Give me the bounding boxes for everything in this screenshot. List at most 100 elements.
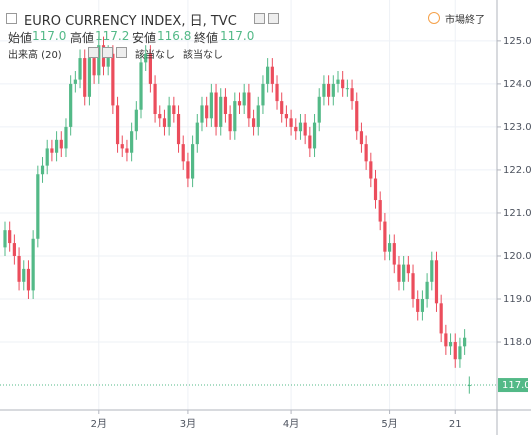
candle-body <box>87 58 92 97</box>
candle-body <box>45 148 49 166</box>
candle-body <box>303 122 307 136</box>
candle-body <box>308 135 312 149</box>
candle-body <box>251 118 256 127</box>
candle-body <box>162 118 167 127</box>
candle-body <box>336 79 340 84</box>
candle-body <box>392 243 396 265</box>
candle-body <box>73 79 77 84</box>
candle-body <box>22 268 26 282</box>
candle-body <box>181 144 185 162</box>
settings-icon[interactable] <box>254 13 265 24</box>
candle-body <box>50 148 54 153</box>
y-tick-label: 125.0 <box>503 36 531 47</box>
candle-body <box>97 45 101 76</box>
candle-body <box>130 131 134 153</box>
candle-body <box>54 139 59 153</box>
candle-body <box>223 96 228 115</box>
candle-body <box>350 88 354 102</box>
candle-body <box>158 114 162 119</box>
candle-body <box>294 126 298 132</box>
candle-body <box>186 161 190 179</box>
candle-body <box>247 92 251 119</box>
candle-body <box>420 299 425 312</box>
candle-body <box>439 303 443 334</box>
candle-body <box>219 96 223 127</box>
candle-body <box>242 92 246 106</box>
candle-body <box>458 346 462 360</box>
candle-body <box>139 62 143 110</box>
candle-body <box>83 58 87 97</box>
candle-body <box>125 148 129 153</box>
candle-body <box>120 144 124 149</box>
candle-body <box>172 105 176 115</box>
candle-body <box>397 264 401 282</box>
candle-body <box>369 161 373 179</box>
ohlc-value: 117.0 <box>32 29 67 43</box>
y-tick-label: 122.0 <box>503 165 531 176</box>
candle-body <box>406 264 410 274</box>
candle-body <box>167 105 171 127</box>
candle-body <box>327 83 331 97</box>
ohlc-label: 始値 <box>8 31 33 45</box>
candle-body <box>17 255 21 282</box>
candle-body <box>275 83 279 102</box>
candle-body <box>205 105 209 119</box>
candle-body <box>425 281 429 300</box>
status-icon <box>428 12 440 24</box>
candle-body <box>64 126 68 149</box>
x-tick-label: 5月 <box>381 418 397 430</box>
candle-body <box>3 230 7 248</box>
candle-body <box>256 105 260 127</box>
y-tick-label: 118.0 <box>503 337 531 348</box>
x-tick-label: 3月 <box>180 418 196 430</box>
candle-body <box>233 101 237 132</box>
candle-body <box>144 53 148 63</box>
candle-body <box>280 101 284 115</box>
candle-body <box>355 101 359 132</box>
candle-body <box>200 105 204 123</box>
candle-body <box>402 264 406 282</box>
candle-body <box>453 342 457 360</box>
candle-body <box>228 114 232 132</box>
candle-body <box>434 260 439 304</box>
volume-icon[interactable] <box>88 47 99 58</box>
candle-body <box>92 58 96 76</box>
candle-body <box>341 79 345 89</box>
market-status: 市場終了 <box>445 15 485 26</box>
ohlc-value: 116.8 <box>157 29 192 43</box>
volume-icon[interactable] <box>102 47 113 58</box>
candle-body <box>284 114 288 119</box>
y-tick-label: 121.0 <box>503 208 531 219</box>
ohlc-label: 終値 <box>194 31 219 45</box>
ohlc-value: 117.2 <box>95 29 130 43</box>
volume-icon[interactable] <box>116 47 127 58</box>
candle-body <box>69 83 73 127</box>
candle-body <box>430 260 434 282</box>
collapse-toggle[interactable] <box>6 13 17 24</box>
candle-body <box>209 92 213 119</box>
close-icon[interactable] <box>268 13 279 24</box>
candle-body <box>416 299 420 312</box>
candle-body <box>387 243 392 252</box>
candle-body <box>134 109 138 132</box>
last-price-label: 117.0 <box>502 380 531 391</box>
candle-body <box>322 83 326 97</box>
candle-body <box>31 238 35 291</box>
candle-body <box>176 114 181 145</box>
na-text: 該当なし <box>183 50 223 61</box>
na-text: 該当なし <box>135 50 175 61</box>
candle-body <box>312 122 317 149</box>
y-tick-label: 123.0 <box>503 122 531 133</box>
candle-body <box>463 337 467 347</box>
candle-body <box>270 66 274 84</box>
y-tick-label: 119.0 <box>503 294 531 305</box>
candle-body <box>298 122 303 132</box>
symbol-title: EURO CURRENCY INDEX, 日, TVC <box>24 14 237 29</box>
candle-body <box>59 139 63 149</box>
ohlc-value: 117.0 <box>220 29 255 43</box>
candle-body <box>364 144 368 162</box>
x-tick-label: 2月 <box>91 418 107 430</box>
candle-body <box>12 243 16 256</box>
